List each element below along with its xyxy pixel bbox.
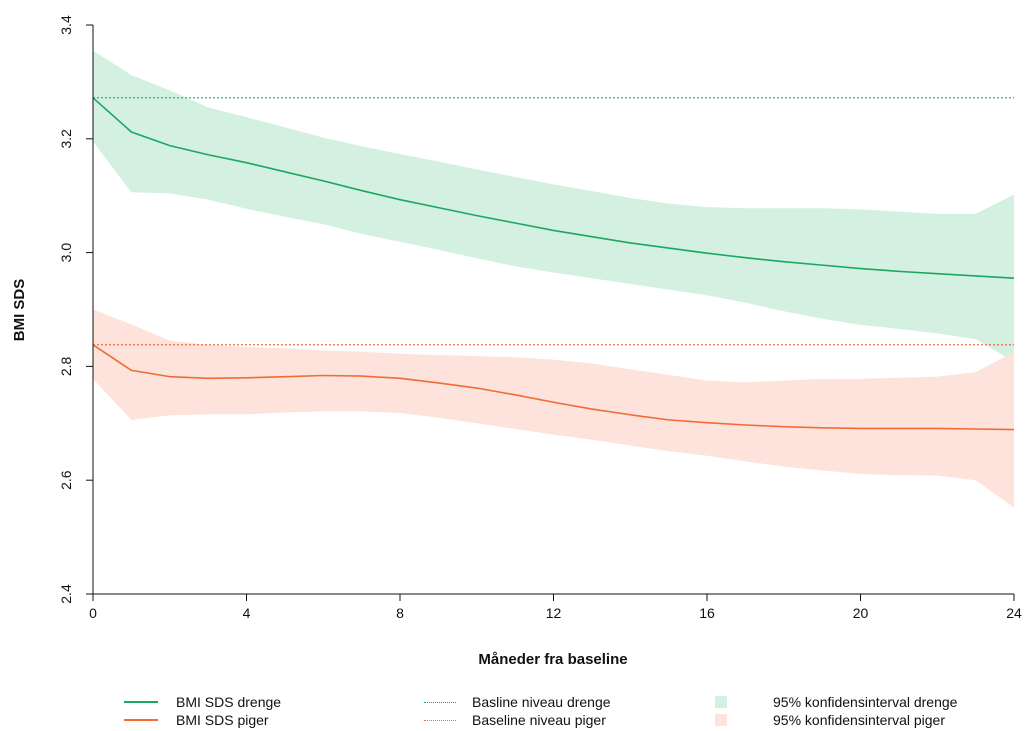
- legend-label: Basline niveau drenge: [472, 694, 611, 710]
- y-tick-label: 2.8: [58, 356, 74, 376]
- legend-swatch: [124, 701, 158, 703]
- legend-label: BMI SDS piger: [176, 712, 269, 728]
- legend-label: BMI SDS drenge: [176, 694, 282, 710]
- legend-item-girls-ci: 95% konfidensinterval piger: [715, 711, 945, 729]
- x-tick-label: 20: [853, 605, 869, 621]
- ci-band-drenge: [93, 50, 1014, 362]
- x-axis-title: Måneder fra baseline: [478, 651, 627, 668]
- y-axis-title: BMI SDS: [11, 279, 28, 342]
- y-tick-label: 3.2: [58, 129, 74, 149]
- x-tick-label: 12: [546, 605, 562, 621]
- line-drenge: [92, 97, 1015, 280]
- y-tick-label: 2.6: [58, 470, 74, 490]
- legend-item-boys-ci: 95% konfidensinterval drenge: [715, 693, 957, 711]
- x-tick-label: 24: [1006, 605, 1022, 621]
- y-tick-label: 2.4: [58, 584, 74, 604]
- legend-item-girls-baseline: Baseline niveau piger: [424, 711, 606, 729]
- ci-band-piger: [93, 309, 1014, 508]
- legend-swatch: [715, 714, 727, 726]
- y-tick-label: 3.4: [58, 15, 74, 35]
- legend-swatch: [424, 701, 456, 703]
- bmi-chart: 0 4 8 12 16 20 24 2.4 2.6 2.8 3.0 3.2 3.4 Måneder fr…: [11, 15, 1022, 668]
- x-tick-label: 4: [243, 605, 251, 621]
- legend: BMI SDS drenge BMI SDS piger Basline niv…: [120, 690, 1020, 730]
- line-piger: [92, 344, 1015, 431]
- legend-label: 95% konfidensinterval piger: [773, 712, 945, 728]
- x-tick-label: 16: [699, 605, 715, 621]
- legend-label: 95% konfidensinterval drenge: [773, 694, 958, 710]
- y-tick-label: 3.0: [58, 243, 74, 263]
- x-tick-label: 0: [89, 605, 97, 621]
- series-lines: [92, 97, 1015, 431]
- legend-item-boys-baseline: Basline niveau drenge: [424, 693, 611, 711]
- legend-label: Baseline niveau piger: [472, 712, 606, 728]
- axes: 0 4 8 12 16 20 24 2.4 2.6 2.8 3.0 3.2 3.4: [58, 15, 1022, 621]
- x-tick-label: 8: [396, 605, 404, 621]
- legend-swatch: [424, 719, 456, 721]
- legend-item-boys-line: BMI SDS drenge: [124, 693, 281, 711]
- legend-item-girls-line: BMI SDS piger: [124, 711, 269, 729]
- legend-swatch: [715, 696, 727, 708]
- confidence-bands: [93, 50, 1014, 508]
- legend-swatch: [124, 719, 158, 721]
